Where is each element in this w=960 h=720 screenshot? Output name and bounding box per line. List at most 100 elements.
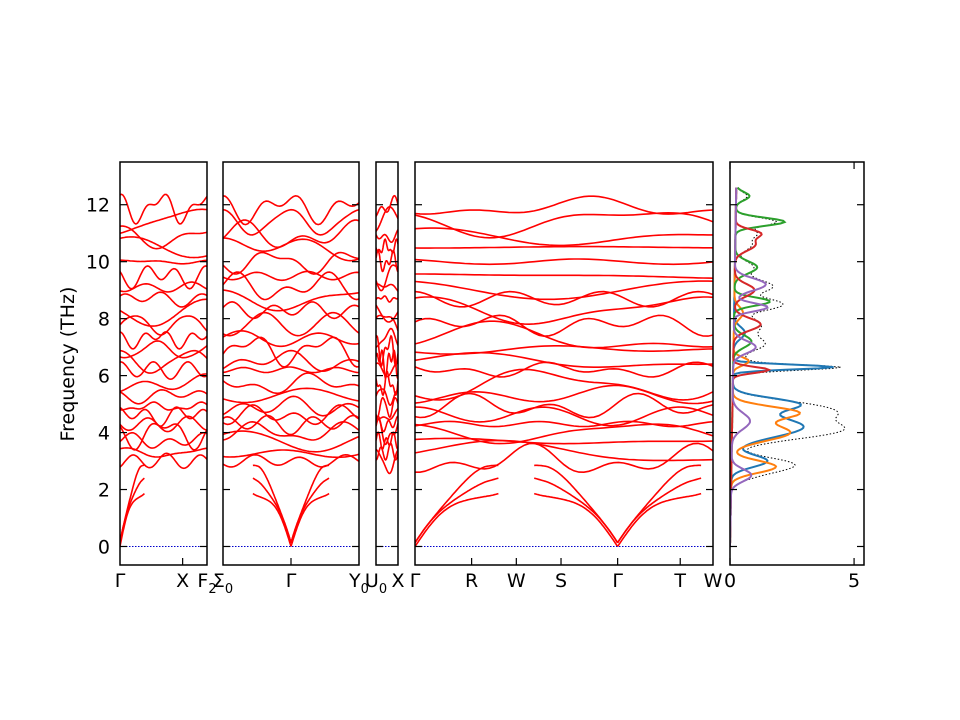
optical-branch [120,373,207,393]
band-panel-sigma0-gamma-y0-bands [223,194,359,547]
optical-branch [376,388,398,407]
optical-branch [376,448,398,475]
optical-branch [120,225,207,250]
acoustic-branch [252,464,292,543]
y-tick-label: 4 [98,423,110,445]
acoustic-branch [415,492,499,547]
optical-branch [223,329,359,348]
optical-branch [415,420,713,428]
acoustic-branch [290,492,330,547]
acoustic-branch [533,492,619,547]
optical-branch [376,283,398,292]
acoustic-branch [534,464,619,544]
optical-branch [223,372,359,395]
optical-branch [415,296,713,326]
optical-branch [223,300,359,320]
optical-branch [415,280,713,301]
dos-curves [730,186,846,547]
acoustic-branch [120,493,145,547]
optical-branch [376,229,398,243]
optical-branch [376,295,398,303]
band-panel-sigma0-gamma-y0: Σ0 Γ Y0 [213,161,369,597]
optical-branch [415,368,713,401]
optical-branch [223,237,359,262]
x-tick-label: X [391,570,404,592]
x-tick-label: X [176,570,189,592]
optical-branch [415,423,713,445]
acoustic-branch [616,477,702,544]
y-tick-label: 6 [98,366,110,388]
band-panel-u0-x-bands [376,194,398,547]
optical-branch [120,340,207,359]
optical-branch [223,311,359,337]
optical-branch [120,236,207,259]
optical-branch [223,414,359,436]
optical-branch [415,227,713,247]
band-panel-gamma-r-w-s-gamma-t-w-frame [414,161,714,566]
acoustic-branch [415,464,499,544]
x-tick-label: Γ [115,570,126,592]
optical-branch [376,238,398,254]
optical-branch [376,304,398,323]
optical-branch [376,314,398,331]
y-tick-label: 0 [98,536,110,558]
y-tick-label: 12 [86,195,110,217]
optical-branch [223,271,359,301]
optical-branch [376,334,398,367]
optical-branch [415,361,713,378]
optical-branch [415,442,713,474]
acoustic-branch [534,477,619,544]
optical-branch [120,452,207,470]
band-panel-u0-x: U0 X [365,161,405,597]
optical-branch [223,420,359,441]
optical-branch [120,401,207,411]
optical-branch [223,449,359,459]
band-panel-sigma0-gamma-y0-frame [222,161,360,566]
x-tick-label: Γ [410,570,421,592]
optical-branch [376,264,398,292]
band-panel-u0-x-axes [375,161,399,566]
y-tick-label: 10 [86,252,110,274]
optical-branch [120,431,207,449]
optical-branch [376,327,398,348]
x-tick-label: U0 [365,570,387,597]
x-tick-label: Y0 [348,570,369,597]
band-panel-gamma-x-f2-bands [120,193,207,547]
acoustic-branch [252,477,292,544]
optical-branch [415,320,713,349]
partial-dos-curve [730,187,769,547]
x-tick-label: F2 [197,570,216,597]
optical-branch [120,349,207,374]
optical-branch [120,388,207,405]
optical-branch [223,387,359,404]
optical-branch [120,193,207,225]
optical-branch [120,265,207,290]
optical-branch [376,194,398,217]
x-tick-label: R [465,570,478,592]
optical-branch [415,437,713,445]
optical-branch [120,360,207,381]
band-panel-sigma0-gamma-y0-axes [222,161,360,566]
optical-branch [223,251,359,275]
acoustic-branch [252,492,292,547]
optical-branch [415,258,713,266]
band-panel-gamma-r-w-s-gamma-t-w-axes [414,161,714,566]
optical-branch [376,396,398,419]
band-panel-gamma-x-f2: Γ X F2 0 2 4 6 8 10 12 [86,161,217,597]
optical-branch [415,195,713,215]
partial-dos-curve [730,187,801,547]
dos-panel-axes [729,161,865,566]
optical-branch [376,362,398,378]
band-panel-u0-x-frame [375,161,399,566]
dos-x-tick-label: 0 [724,570,736,592]
optical-branch [223,270,359,282]
partial-dos-curve [730,187,834,547]
optical-branch [415,290,713,308]
optical-branch [223,453,359,468]
band-panel-gamma-r-w-s-gamma-t-w-bands [415,195,713,547]
y-tick-label: 2 [98,480,110,502]
